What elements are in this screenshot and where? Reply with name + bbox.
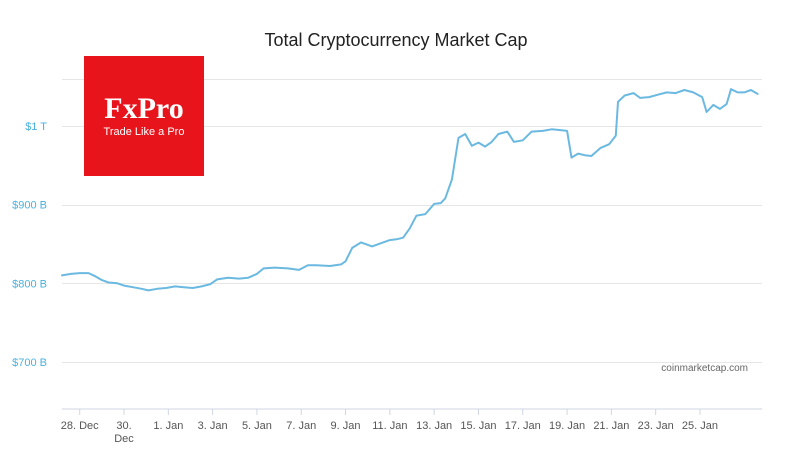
- x-tick-label: 21. Jan: [593, 420, 629, 432]
- y-tick-label: $800 B: [12, 278, 47, 290]
- series-group: [61, 88, 759, 292]
- fxpro-logo: FxPro Trade Like a Pro: [84, 56, 204, 176]
- x-tick-label: 19. Jan: [549, 420, 585, 432]
- x-tick-label: 7. Jan: [286, 420, 316, 432]
- logo-brand: FxPro: [104, 92, 183, 125]
- x-tick-label: 5. Jan: [242, 420, 272, 432]
- x-tick-label: 15. Jan: [460, 420, 496, 432]
- x-tick-label: 28. Dec: [61, 420, 99, 432]
- x-tick-label: 9. Jan: [331, 420, 361, 432]
- x-tick-label: 13. Jan: [416, 420, 452, 432]
- market-cap-line: [61, 88, 759, 292]
- x-axis-ticks: 28. Dec 30. Dec 1. Jan 3. Jan 5. Jan 7. Jan 9. …: [61, 409, 718, 445]
- x-tick-label: 11. Jan: [372, 420, 407, 432]
- y-tick-label: $1 T: [25, 121, 47, 133]
- y-tick-label: $700 B: [12, 357, 47, 369]
- x-tick-label: 1. Jan: [153, 420, 183, 432]
- logo-background: [84, 56, 204, 176]
- y-tick-label: $900 B: [12, 200, 47, 212]
- source-credit: coinmarketcap.com: [661, 363, 748, 374]
- y-axis-ticks: $700 B $800 B $900 B $1 T: [12, 121, 47, 369]
- x-tick-label: 3. Jan: [198, 420, 228, 432]
- x-tick-label: 25. Jan: [682, 420, 718, 432]
- x-tick-label: 30. Dec: [114, 420, 134, 445]
- logo-tagline: Trade Like a Pro: [104, 126, 185, 138]
- x-tick-label: 23. Jan: [638, 420, 674, 432]
- chart-title: Total Cryptocurrency Market Cap: [264, 30, 527, 50]
- x-tick-label: 17. Jan: [505, 420, 541, 432]
